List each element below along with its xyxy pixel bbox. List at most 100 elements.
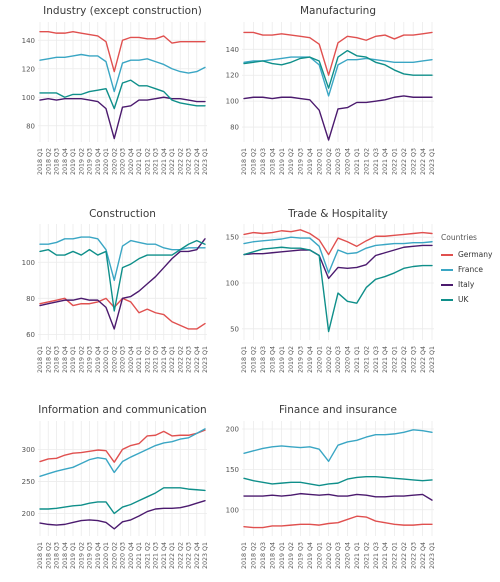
- x-tick-label: 2022 Q4: [420, 346, 427, 373]
- series-line-france: [243, 56, 433, 97]
- x-tick-label: 2021 Q1: [136, 346, 143, 373]
- x-tick-label: 2022 Q4: [420, 542, 427, 569]
- x-tick-label: 2021 Q1: [354, 542, 361, 569]
- legend-swatch: [441, 298, 453, 301]
- x-tick-label: 2023 Q1: [429, 148, 436, 175]
- legend-swatch: [441, 253, 453, 256]
- x-tick-label: 2023 Q1: [429, 346, 436, 373]
- legend-label: Germany: [458, 250, 493, 259]
- y-tick-label: 50: [230, 325, 239, 333]
- x-tick-label: 2021 Q3: [373, 346, 380, 373]
- y-tick-label: 100: [22, 259, 35, 267]
- y-tick-label: 300: [22, 446, 35, 454]
- legend-label: Italy: [458, 280, 475, 289]
- x-tick-label: 2019 Q4: [95, 148, 102, 175]
- x-tick-label: 2022 Q4: [420, 148, 427, 175]
- series-line-italy: [39, 238, 206, 330]
- x-tick-label: 2022 Q2: [177, 542, 184, 569]
- panel-title: Trade & Hospitality: [287, 208, 388, 220]
- x-tick-label: 2020 Q4: [345, 148, 352, 175]
- x-tick-label: 2020 Q3: [335, 542, 342, 569]
- x-tick-label: 2020 Q3: [335, 346, 342, 373]
- x-tick-label: 2021 Q2: [363, 148, 370, 175]
- x-tick-label: 2018 Q4: [62, 148, 69, 175]
- x-tick-label: 2021 Q4: [382, 148, 389, 175]
- x-tick-label: 2021 Q3: [153, 542, 160, 569]
- x-tick-label: 2022 Q3: [186, 346, 193, 373]
- series-line-italy: [39, 499, 206, 530]
- x-tick-label: 2021 Q3: [153, 346, 160, 373]
- y-tick-label: 60: [26, 331, 35, 339]
- y-tick-label: 100: [226, 280, 239, 288]
- x-tick-label: 2021 Q2: [363, 542, 370, 569]
- y-tick-label: 200: [226, 426, 239, 434]
- x-tick-label: 2021 Q3: [373, 542, 380, 569]
- x-tick-label: 2020 Q4: [345, 542, 352, 569]
- x-tick-label: 2022 Q3: [186, 148, 193, 175]
- x-tick-label: 2019 Q3: [87, 346, 94, 373]
- series-line-uk: [39, 79, 206, 110]
- legend-label: France: [458, 265, 483, 274]
- x-tick-label: 2019 Q3: [87, 148, 94, 175]
- x-tick-label: 2019 Q1: [70, 346, 77, 373]
- y-tick-label: 140: [226, 46, 239, 54]
- x-tick-label: 2020 Q2: [111, 148, 118, 175]
- x-tick-label: 2020 Q1: [103, 346, 110, 373]
- y-tick-label: 120: [226, 72, 239, 80]
- x-tick-label: 2019 Q4: [95, 346, 102, 373]
- x-tick-label: 2020 Q3: [120, 148, 127, 175]
- x-tick-label: 2019 Q3: [298, 346, 305, 373]
- legend-item-italy: Italy: [441, 277, 499, 292]
- series-line-germany: [243, 229, 433, 256]
- x-tick-label: 2020 Q3: [335, 148, 342, 175]
- x-tick-label: 2018 Q3: [54, 148, 61, 175]
- x-tick-label: 2022 Q1: [169, 148, 176, 175]
- legend-item-france: France: [441, 262, 499, 277]
- legend-item-germany: Germany: [441, 247, 499, 262]
- x-tick-label: 2020 Q1: [103, 542, 110, 569]
- series-line-france: [39, 53, 206, 93]
- y-tick-label: 100: [22, 94, 35, 102]
- x-tick-label: 2021 Q2: [144, 346, 151, 373]
- x-tick-label: 2022 Q2: [401, 346, 408, 373]
- x-tick-label: 2021 Q3: [373, 148, 380, 175]
- x-tick-label: 2018 Q3: [54, 346, 61, 373]
- x-tick-label: 2022 Q1: [169, 542, 176, 569]
- legend-swatch: [441, 268, 453, 271]
- series-line-germany: [39, 429, 206, 463]
- series-line-france: [39, 428, 206, 477]
- legend: Countries Germany France Italy UK: [441, 233, 499, 307]
- series-line-italy: [243, 492, 433, 501]
- panel-title: Construction: [89, 208, 156, 220]
- series-line-italy: [39, 96, 206, 140]
- x-tick-label: 2022 Q2: [177, 148, 184, 175]
- series-line-uk: [243, 475, 433, 487]
- series-line-france: [243, 429, 433, 463]
- x-tick-label: 2020 Q2: [111, 542, 118, 569]
- legend-swatch: [441, 283, 453, 286]
- x-tick-label: 2018 Q3: [54, 542, 61, 569]
- x-tick-label: 2019 Q3: [87, 542, 94, 569]
- panel-3: Construction 60 80 100 2018 Q1 2018 Q2 2018 Q3…: [22, 208, 210, 373]
- x-tick-label: 2023 Q1: [202, 346, 209, 373]
- panel-title: Finance and insurance: [279, 404, 397, 416]
- x-tick-label: 2019 Q2: [78, 346, 85, 373]
- y-tick-label: 120: [22, 65, 35, 73]
- x-tick-label: 2022 Q2: [401, 542, 408, 569]
- x-tick-label: 2018 Q3: [260, 542, 267, 569]
- x-tick-label: 2020 Q1: [316, 542, 323, 569]
- y-tick-label: 140: [22, 37, 35, 45]
- series-line-france: [243, 236, 433, 274]
- x-tick-label: 2020 Q3: [120, 346, 127, 373]
- panel-5: Information and communication 200 250 300 20…: [22, 404, 210, 569]
- panel-title: Information and communication: [38, 404, 206, 416]
- x-tick-label: 2022 Q3: [410, 346, 417, 373]
- x-tick-label: 2023 Q1: [202, 148, 209, 175]
- x-tick-label: 2018 Q2: [45, 346, 52, 373]
- x-tick-label: 2021 Q2: [144, 148, 151, 175]
- x-tick-label: 2019 Q4: [95, 542, 102, 569]
- legend-label: UK: [458, 295, 469, 304]
- x-tick-label: 2022 Q4: [194, 542, 201, 569]
- x-tick-label: 2019 Q2: [78, 148, 85, 175]
